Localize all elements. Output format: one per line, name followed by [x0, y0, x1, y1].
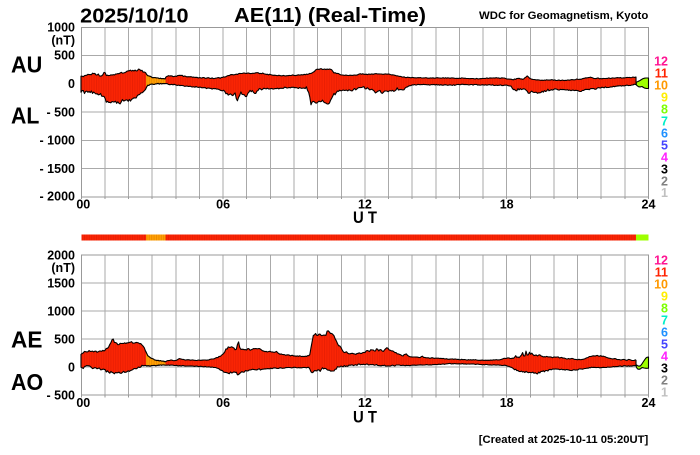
- svg-text:0: 0: [68, 360, 75, 374]
- svg-text:00: 00: [76, 396, 90, 410]
- svg-text:1: 1: [661, 186, 668, 200]
- svg-text:9: 9: [661, 289, 668, 303]
- svg-text:(nT): (nT): [51, 33, 75, 47]
- svg-text:- 500: - 500: [47, 105, 76, 119]
- svg-text:AO: AO: [11, 369, 43, 395]
- svg-text:06: 06: [216, 197, 230, 211]
- svg-text:0: 0: [68, 77, 75, 91]
- svg-text:1: 1: [661, 385, 668, 399]
- svg-text:9: 9: [661, 90, 668, 104]
- svg-text:5: 5: [661, 337, 668, 351]
- svg-text:- 1500: - 1500: [40, 162, 75, 176]
- svg-text:6: 6: [661, 126, 668, 140]
- svg-text:12: 12: [654, 54, 668, 68]
- svg-text:7: 7: [661, 313, 668, 327]
- svg-text:AE: AE: [11, 326, 42, 352]
- svg-text:- 1000: - 1000: [40, 134, 75, 148]
- svg-text:WDC for Geomagnetism, Kyoto: WDC for Geomagnetism, Kyoto: [479, 10, 648, 22]
- svg-text:[Created at 2025-10-11 05:20UT: [Created at 2025-10-11 05:20UT]: [479, 434, 649, 446]
- svg-text:U T: U T: [353, 209, 377, 227]
- svg-text:(nT): (nT): [51, 261, 75, 275]
- svg-text:5: 5: [661, 138, 668, 152]
- svg-text:18: 18: [500, 197, 514, 211]
- svg-text:1000: 1000: [47, 304, 75, 318]
- svg-text:12: 12: [358, 197, 372, 211]
- svg-text:7: 7: [661, 114, 668, 128]
- svg-text:10: 10: [654, 78, 668, 92]
- svg-text:10: 10: [654, 277, 668, 291]
- svg-text:- 500: - 500: [47, 389, 76, 403]
- svg-text:06: 06: [216, 396, 230, 410]
- svg-text:24: 24: [642, 396, 656, 410]
- svg-text:12: 12: [358, 396, 372, 410]
- svg-text:2: 2: [661, 174, 668, 188]
- svg-text:- 2000: - 2000: [40, 189, 75, 203]
- svg-text:AU: AU: [11, 52, 42, 78]
- svg-text:00: 00: [76, 197, 90, 211]
- svg-text:500: 500: [54, 332, 75, 346]
- svg-text:500: 500: [54, 49, 75, 63]
- svg-text:AE(11) (Real-Time): AE(11) (Real-Time): [234, 4, 426, 27]
- svg-text:U T: U T: [353, 409, 377, 427]
- svg-text:2025/10/10: 2025/10/10: [80, 4, 188, 27]
- svg-text:6: 6: [661, 325, 668, 339]
- svg-text:4: 4: [661, 349, 668, 363]
- svg-text:18: 18: [500, 396, 514, 410]
- svg-text:1500: 1500: [47, 276, 75, 290]
- svg-text:AL: AL: [11, 102, 39, 128]
- svg-text:2: 2: [661, 373, 668, 387]
- svg-text:3: 3: [661, 162, 668, 176]
- svg-text:8: 8: [661, 102, 668, 116]
- svg-text:11: 11: [655, 265, 668, 279]
- svg-text:2000: 2000: [47, 248, 75, 262]
- svg-text:1000: 1000: [47, 21, 75, 35]
- svg-text:24: 24: [642, 197, 656, 211]
- svg-text:11: 11: [655, 66, 668, 80]
- svg-text:4: 4: [661, 150, 668, 164]
- svg-text:12: 12: [654, 253, 668, 267]
- svg-text:8: 8: [661, 301, 668, 315]
- svg-text:3: 3: [661, 361, 668, 375]
